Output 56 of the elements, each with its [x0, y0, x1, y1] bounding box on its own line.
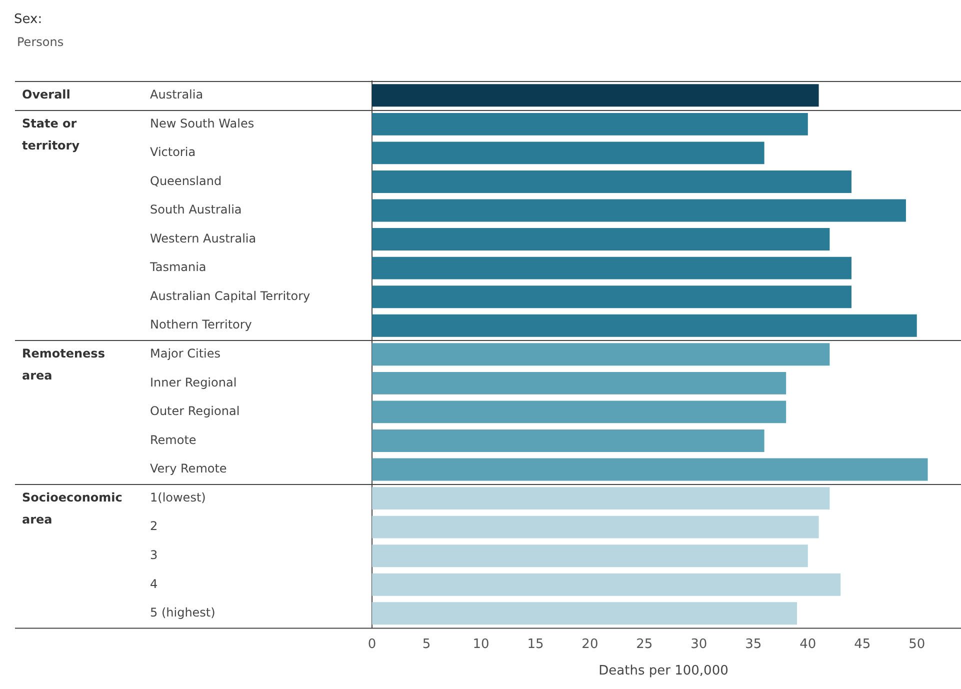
- bar: [372, 228, 830, 251]
- x-tick-label: 35: [745, 636, 762, 652]
- bar: [372, 142, 764, 164]
- y-tick-label: Inner Regional: [150, 375, 237, 390]
- x-tick-label: 0: [368, 636, 376, 652]
- x-axis-title: Deaths per 100,000: [598, 664, 728, 679]
- text: Persons: [17, 35, 64, 49]
- bar: [372, 516, 819, 538]
- y-tick-label: Tasmania: [149, 260, 206, 274]
- y-tick-label: 3: [150, 548, 158, 562]
- x-tick-label: 20: [582, 636, 598, 652]
- bar: [372, 199, 906, 222]
- x-tick-label: 10: [472, 636, 490, 652]
- bar: [372, 400, 786, 424]
- bar: [372, 170, 852, 193]
- x-tick-label: 50: [908, 636, 926, 652]
- text: Socioeconomic area: [22, 490, 122, 526]
- text: State or territory: [22, 116, 80, 152]
- y-tick-label: 4: [150, 576, 158, 591]
- bar: [372, 256, 852, 280]
- bar: [372, 286, 852, 308]
- y-tick-label: 1(lowest): [150, 490, 206, 504]
- bar: [372, 112, 808, 136]
- y-tick-label: Australia: [150, 88, 204, 102]
- text: Overall: [22, 88, 70, 102]
- text: Sex:: [14, 12, 42, 27]
- y-tick-label: 5 (highest): [150, 606, 216, 620]
- x-tick-label: 25: [636, 636, 653, 652]
- x-tick-label: 40: [800, 636, 816, 652]
- bar: [372, 343, 830, 366]
- y-tick-label: Australian Capital Territory: [150, 288, 310, 303]
- y-tick-label: New South Wales: [150, 116, 254, 130]
- bar: [372, 602, 797, 625]
- y-tick-label: Remote: [150, 432, 196, 447]
- bar: [372, 84, 819, 107]
- bar: [372, 430, 764, 452]
- y-tick-label: South Australia: [150, 202, 242, 217]
- y-tick-label: Queensland: [150, 174, 222, 188]
- x-tick-label: 45: [854, 636, 871, 652]
- y-tick-label: Outer Regional: [150, 404, 240, 418]
- bar: [372, 314, 917, 337]
- x-tick-label: 30: [690, 636, 708, 652]
- y-tick-label: Very Remote: [150, 462, 227, 476]
- bar: [372, 372, 786, 394]
- bar: [372, 573, 841, 596]
- x-tick-label: 15: [527, 636, 544, 652]
- y-tick-label: Victoria: [150, 145, 196, 160]
- bar: [372, 544, 808, 568]
- bar: [372, 487, 830, 510]
- text: Remoteness area: [22, 346, 105, 383]
- bar: [372, 458, 928, 481]
- y-tick-label: Major Cities: [150, 346, 221, 361]
- y-tick-label: Nothern Territory: [150, 318, 252, 332]
- y-tick-label: Western Australia: [150, 231, 256, 246]
- x-tick-label: 5: [422, 636, 431, 652]
- y-tick-label: 2: [150, 519, 158, 534]
